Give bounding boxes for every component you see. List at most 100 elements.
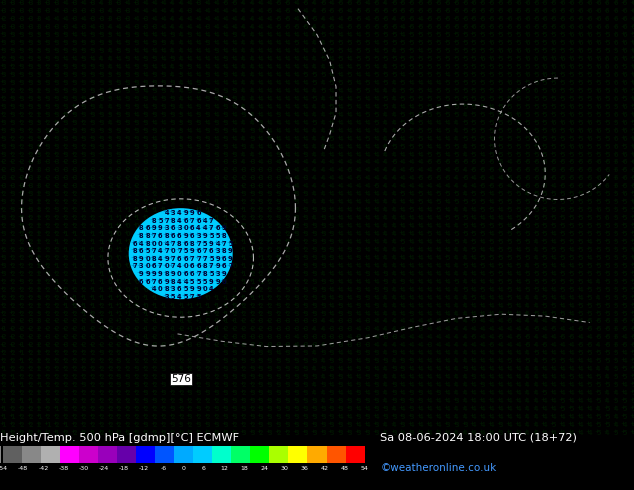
Text: 3: 3	[401, 398, 406, 404]
Text: +: +	[523, 262, 528, 267]
Text: 3: 3	[330, 334, 335, 341]
Text: +: +	[53, 373, 58, 378]
Text: +: +	[186, 55, 191, 60]
Text: +: +	[26, 262, 31, 267]
Text: +: +	[70, 334, 75, 339]
Text: 2: 2	[161, 175, 166, 181]
Text: +: +	[417, 95, 422, 100]
Text: 5: 5	[507, 32, 512, 38]
Text: +: +	[550, 302, 555, 307]
Text: 4: 4	[427, 271, 432, 277]
Text: +: +	[150, 48, 155, 52]
Text: 1: 1	[197, 191, 202, 197]
Text: +: +	[399, 421, 404, 426]
Text: +: +	[576, 39, 581, 45]
Text: 4: 4	[587, 255, 592, 261]
Text: +: +	[541, 254, 546, 259]
Text: 5: 5	[560, 168, 566, 173]
Text: 5: 5	[498, 255, 503, 261]
Text: 2: 2	[1, 239, 6, 245]
Text: +: +	[550, 111, 555, 116]
Text: 2: 2	[55, 255, 60, 261]
Text: +: +	[204, 143, 209, 148]
Text: 4: 4	[445, 271, 450, 277]
Text: +: +	[88, 16, 93, 21]
Text: 2: 2	[268, 303, 273, 309]
Text: ©weatheronline.co.uk: ©weatheronline.co.uk	[380, 463, 496, 473]
Text: 5: 5	[578, 183, 583, 189]
Text: 5: 5	[498, 247, 503, 253]
Text: 4: 4	[392, 239, 397, 245]
Text: 6: 6	[623, 8, 628, 14]
Text: +: +	[53, 8, 58, 13]
Text: 4: 4	[392, 231, 397, 237]
Text: 2: 2	[28, 247, 33, 253]
Text: 3: 3	[81, 80, 86, 86]
Text: +: +	[470, 326, 475, 331]
Text: 6: 6	[578, 48, 583, 54]
Text: 2: 2	[179, 406, 184, 412]
Text: 4: 4	[605, 366, 610, 372]
Text: +: +	[226, 255, 231, 260]
Text: +: +	[88, 214, 93, 220]
Text: +: +	[594, 349, 599, 354]
Text: +: +	[283, 214, 288, 220]
Text: 5: 5	[383, 56, 388, 62]
Text: +: +	[541, 294, 546, 299]
Text: +: +	[594, 373, 599, 378]
Text: 3: 3	[37, 207, 42, 213]
Text: +: +	[532, 31, 537, 36]
Text: 3: 3	[276, 151, 281, 157]
Text: +: +	[141, 366, 146, 370]
Text: +: +	[594, 79, 599, 84]
Text: 3: 3	[1, 215, 6, 221]
Text: 4: 4	[285, 136, 290, 142]
Text: 4: 4	[498, 406, 503, 412]
Text: 4: 4	[543, 422, 548, 428]
Text: 3: 3	[268, 414, 273, 420]
Text: 4: 4	[285, 56, 290, 62]
Text: 5: 5	[543, 215, 548, 221]
Text: +: +	[106, 174, 111, 179]
Text: 2: 2	[63, 311, 68, 317]
Text: +: +	[372, 119, 377, 124]
Text: +: +	[354, 206, 359, 211]
Text: +: +	[79, 174, 84, 179]
Text: +: +	[381, 334, 386, 339]
Text: 4: 4	[356, 199, 361, 205]
Text: 3: 3	[55, 56, 60, 62]
Text: +: +	[106, 278, 111, 283]
Text: 5: 5	[498, 144, 503, 149]
Text: +: +	[168, 159, 173, 164]
Text: +: +	[337, 39, 342, 45]
Text: +: +	[248, 357, 253, 363]
Text: 5: 5	[534, 191, 539, 197]
Text: +: +	[328, 151, 333, 156]
Text: 5: 5	[614, 215, 619, 221]
Text: 3: 3	[294, 215, 299, 221]
Text: +: +	[177, 389, 182, 394]
Text: +: +	[319, 103, 324, 108]
Text: 4: 4	[383, 326, 388, 332]
Text: 5: 5	[534, 120, 539, 126]
Text: 3: 3	[321, 239, 326, 245]
Text: 3: 3	[321, 294, 326, 301]
Text: 5: 5	[534, 144, 539, 149]
Text: +: +	[0, 294, 4, 299]
Text: +: +	[159, 151, 164, 156]
Text: 5: 5	[374, 24, 379, 30]
Text: +: +	[346, 357, 351, 363]
Text: +: +	[399, 95, 404, 100]
Text: 1: 1	[126, 183, 131, 189]
Text: 9: 9	[139, 256, 143, 262]
Text: +: +	[319, 167, 324, 172]
Text: +: +	[523, 373, 528, 378]
Text: +: +	[17, 286, 22, 291]
Text: 2: 2	[285, 303, 290, 309]
Text: 4: 4	[569, 382, 574, 388]
Text: +: +	[488, 63, 493, 68]
Text: +: +	[594, 318, 599, 323]
Text: 3: 3	[250, 350, 255, 356]
Text: 5: 5	[534, 80, 539, 86]
Text: 5: 5	[631, 334, 634, 341]
